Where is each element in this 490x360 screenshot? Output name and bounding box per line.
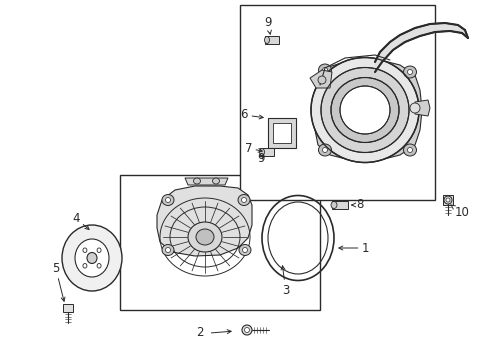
Polygon shape — [315, 60, 422, 160]
Ellipse shape — [408, 148, 413, 153]
Polygon shape — [415, 100, 430, 116]
Ellipse shape — [243, 248, 247, 252]
Ellipse shape — [410, 103, 420, 113]
Polygon shape — [332, 201, 348, 209]
Ellipse shape — [87, 252, 97, 264]
Ellipse shape — [162, 244, 174, 256]
Polygon shape — [310, 70, 332, 88]
Text: 9: 9 — [257, 152, 265, 165]
Ellipse shape — [213, 178, 220, 184]
Ellipse shape — [166, 248, 171, 252]
Ellipse shape — [322, 148, 327, 153]
Polygon shape — [390, 35, 405, 50]
Ellipse shape — [403, 66, 416, 78]
Polygon shape — [185, 178, 228, 185]
Text: 6: 6 — [241, 108, 263, 122]
Text: 4: 4 — [72, 211, 89, 229]
Ellipse shape — [260, 148, 265, 156]
Bar — [240, 5, 435, 200]
Ellipse shape — [340, 86, 390, 134]
Text: 10: 10 — [451, 205, 470, 220]
Ellipse shape — [194, 178, 200, 184]
Ellipse shape — [446, 198, 450, 202]
Polygon shape — [268, 118, 296, 148]
Ellipse shape — [239, 244, 251, 256]
Polygon shape — [157, 186, 252, 256]
Ellipse shape — [83, 248, 87, 252]
Ellipse shape — [162, 194, 174, 206]
Text: 3: 3 — [281, 266, 290, 297]
Polygon shape — [430, 23, 450, 32]
Polygon shape — [375, 52, 382, 72]
Polygon shape — [380, 42, 393, 62]
Text: 8: 8 — [356, 198, 364, 211]
Text: 5: 5 — [52, 261, 65, 301]
Ellipse shape — [238, 194, 250, 206]
Text: 9: 9 — [264, 15, 271, 34]
Ellipse shape — [83, 264, 87, 268]
Ellipse shape — [311, 58, 419, 162]
Polygon shape — [265, 36, 279, 44]
Text: 1: 1 — [339, 242, 369, 255]
Ellipse shape — [196, 229, 214, 245]
Ellipse shape — [321, 68, 409, 153]
Polygon shape — [260, 148, 274, 156]
Ellipse shape — [166, 198, 171, 202]
Ellipse shape — [444, 196, 452, 204]
Ellipse shape — [188, 222, 222, 252]
Ellipse shape — [408, 69, 413, 75]
Ellipse shape — [318, 144, 332, 156]
Ellipse shape — [62, 225, 122, 291]
Ellipse shape — [265, 36, 270, 44]
Ellipse shape — [318, 76, 326, 84]
Ellipse shape — [403, 144, 416, 156]
Ellipse shape — [75, 239, 109, 277]
Polygon shape — [273, 123, 291, 143]
Text: 7: 7 — [245, 141, 262, 154]
Ellipse shape — [242, 198, 246, 202]
Ellipse shape — [318, 64, 332, 76]
Ellipse shape — [97, 248, 101, 252]
Ellipse shape — [97, 264, 101, 268]
Polygon shape — [400, 28, 420, 42]
Polygon shape — [458, 25, 468, 38]
Ellipse shape — [322, 68, 327, 72]
Polygon shape — [443, 195, 453, 205]
Ellipse shape — [331, 77, 399, 143]
Polygon shape — [445, 23, 462, 33]
Polygon shape — [63, 304, 73, 312]
Polygon shape — [415, 24, 435, 36]
Ellipse shape — [331, 202, 337, 208]
Bar — [120, 175, 320, 310]
Ellipse shape — [242, 325, 252, 335]
Ellipse shape — [245, 328, 249, 333]
Text: 2: 2 — [196, 327, 203, 339]
